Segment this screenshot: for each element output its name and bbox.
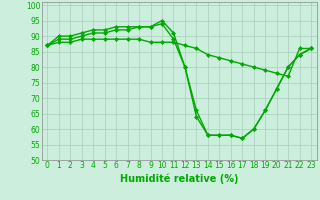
- X-axis label: Humidité relative (%): Humidité relative (%): [120, 173, 238, 184]
